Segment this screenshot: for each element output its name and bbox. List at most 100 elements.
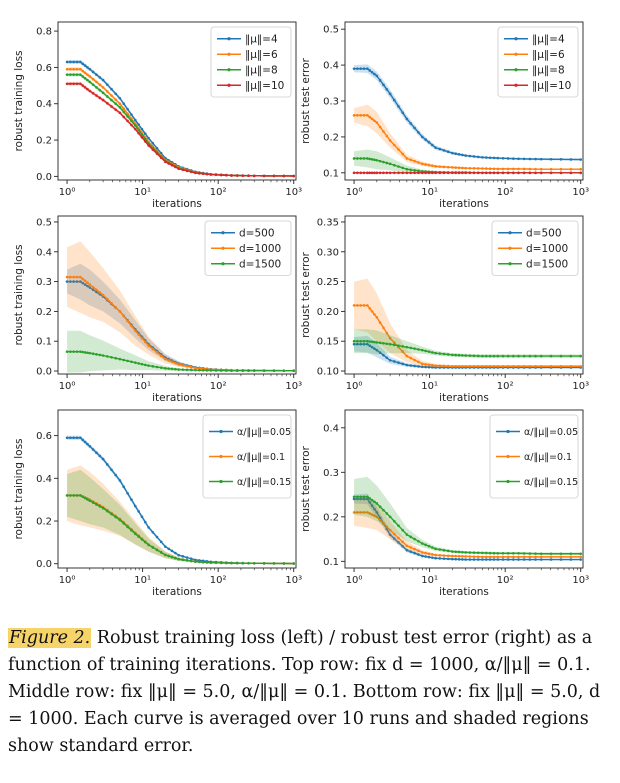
series-point <box>405 544 409 548</box>
series-point <box>219 561 223 565</box>
legend-marker <box>508 246 512 250</box>
series-point <box>468 171 472 175</box>
series-point <box>476 555 480 559</box>
series-point <box>86 498 89 501</box>
y-tick-label: 0.20 <box>317 307 339 318</box>
series-point <box>159 156 163 160</box>
series-point <box>352 304 356 307</box>
series-point <box>446 554 450 558</box>
y-tick-label: 0.0 <box>36 172 52 183</box>
series-point <box>434 364 437 367</box>
series-point <box>438 165 442 168</box>
series-point <box>205 561 209 564</box>
series-point <box>147 136 150 140</box>
series-point <box>506 157 510 160</box>
series-point <box>534 167 537 171</box>
series-point <box>88 89 92 93</box>
series-point <box>151 546 155 549</box>
series-point <box>492 156 496 160</box>
series-point <box>91 352 95 356</box>
series-point <box>241 369 245 373</box>
series-point <box>492 555 496 559</box>
series-point <box>359 497 363 501</box>
series-point <box>522 552 526 555</box>
x-tick-label: 10¹ <box>134 381 151 392</box>
y-tick-label: 0.3 <box>36 277 52 288</box>
series-point <box>189 557 193 561</box>
series-point <box>130 123 133 127</box>
series-point <box>427 552 431 556</box>
series-point <box>461 171 464 175</box>
legend-label-2: α/‖μ‖=0.1 <box>237 452 285 463</box>
series-point <box>421 365 424 369</box>
series-point <box>512 558 515 561</box>
series-point <box>421 135 424 139</box>
series-point <box>252 562 256 565</box>
series-point <box>549 364 553 368</box>
series-point <box>385 88 389 91</box>
series-point <box>528 364 532 368</box>
series-point <box>438 147 442 151</box>
series-point <box>442 557 446 560</box>
series-point <box>476 551 480 555</box>
x-tick-label: 10¹ <box>134 575 151 586</box>
series-point <box>442 548 446 552</box>
series-point <box>368 344 372 347</box>
series-point <box>126 112 129 116</box>
series-point <box>65 67 69 71</box>
series-point <box>118 106 122 109</box>
series-point <box>352 171 356 175</box>
legend-label-2: ‖μ‖=6 <box>532 49 565 61</box>
series-point <box>522 167 526 171</box>
series-point <box>352 157 356 160</box>
series-point <box>177 368 180 371</box>
series-point <box>368 69 372 72</box>
series-point <box>81 495 85 499</box>
series-point <box>405 354 409 358</box>
series-point <box>370 70 374 74</box>
series-point <box>86 442 89 446</box>
series-point <box>101 293 105 297</box>
series-point <box>388 528 392 532</box>
series-point <box>366 497 369 501</box>
series-point <box>368 115 372 119</box>
series-point <box>517 167 520 171</box>
series-point <box>517 157 520 161</box>
series-point <box>114 473 117 477</box>
series-point <box>362 171 366 175</box>
legend-label-2: d=1000 <box>526 243 568 255</box>
series-point <box>457 166 461 170</box>
series-point <box>101 506 105 510</box>
series-point <box>512 552 515 555</box>
series-point <box>88 283 92 286</box>
series-point <box>401 362 404 366</box>
legend-label-3: ‖μ‖=8 <box>245 64 278 76</box>
series-point <box>126 359 129 363</box>
y-tick-label: 0.0 <box>36 367 52 378</box>
series-point <box>95 288 98 292</box>
series-point <box>167 162 170 165</box>
series-point <box>382 326 385 330</box>
series-point <box>373 340 376 344</box>
series-point <box>373 347 376 350</box>
series-point <box>134 127 137 131</box>
series-point <box>79 275 82 279</box>
series-point <box>549 157 553 161</box>
series-point <box>126 107 129 111</box>
series-point <box>189 365 193 369</box>
series-point <box>366 304 369 307</box>
series-point <box>143 340 147 344</box>
series-point <box>130 324 133 328</box>
series-point <box>481 171 484 175</box>
series-point <box>352 497 356 501</box>
x-tick-label: 10³ <box>285 187 302 198</box>
series-point <box>481 167 484 170</box>
y-axis-label: robust training loss <box>13 50 25 151</box>
series-point <box>446 165 450 169</box>
legend-label-1: ‖μ‖=4 <box>245 33 278 45</box>
series-point <box>91 83 95 86</box>
series-point <box>282 174 286 178</box>
series-point <box>438 352 442 355</box>
series-point <box>393 360 396 363</box>
series-point <box>174 556 177 560</box>
